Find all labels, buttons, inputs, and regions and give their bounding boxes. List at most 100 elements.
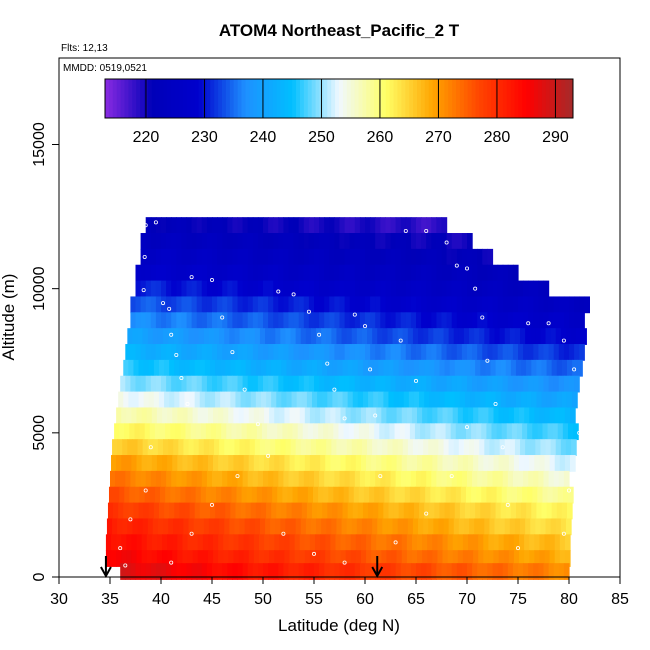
profile-marker [317,332,322,337]
heatmap-cell [215,502,221,520]
heatmap-cell [477,470,483,488]
heatmap-cell [274,455,280,472]
heatmap-cell [493,534,500,552]
heatmap-cell [304,534,311,552]
heatmap-cell [421,264,427,282]
heatmap-cell [393,359,400,377]
heatmap-cell [200,486,207,504]
heatmap-cell [273,563,279,580]
heatmap-cell [519,534,525,552]
heatmap-cell [421,563,427,580]
heatmap-cell [569,344,575,361]
heatmap-cell [553,296,560,314]
heatmap-cell [470,391,476,409]
heatmap-cell [507,375,514,393]
heatmap-cell [242,264,249,282]
heatmap-cell [354,233,361,250]
heatmap-cell [293,296,300,314]
heatmap-cell [325,455,331,472]
heatmap-cell [125,470,131,488]
y-tick-label: 15000 [31,122,48,167]
heatmap-cell [149,423,156,441]
heatmap-cell [416,264,422,282]
heatmap-cell [166,233,172,250]
heatmap-cell [563,312,570,330]
heatmap-cell [456,248,463,266]
heatmap-cell [503,407,510,425]
heatmap-cell [462,550,469,567]
heatmap-cell [140,296,147,314]
heatmap-cell [564,550,571,567]
heatmap-cell [563,296,570,314]
heatmap-cell [545,439,552,456]
heatmap-cell [126,534,133,552]
heatmap-cell [540,328,547,345]
heatmap-cell [554,407,561,425]
heatmap-cell [509,518,516,536]
heatmap-cell [288,233,295,250]
heatmap-cell [387,518,394,536]
heatmap-cell [493,550,500,567]
heatmap-cell [440,486,447,504]
heatmap-cell [534,534,541,552]
heatmap-cell [543,280,550,298]
colorbar-segment [116,79,122,118]
heatmap-cell [189,359,196,377]
heatmap-cell [176,233,182,250]
heatmap-cell [483,455,490,472]
colorbar-segment [214,79,219,118]
heatmap-cell [196,344,203,361]
heatmap-cell [502,344,509,361]
colorbar-segment [222,79,227,118]
profile-marker [403,228,408,233]
heatmap-cell [177,534,184,552]
heatmap-cell [445,486,452,504]
heatmap-cell [117,518,123,536]
heatmap-cell [326,439,332,456]
heatmap-cell [520,439,526,456]
heatmap-cell [535,439,542,456]
heatmap-cell [427,455,433,472]
heatmap-cell [283,563,290,580]
profile-marker [516,546,521,551]
heatmap-cell [504,439,511,456]
heatmap-cell [330,534,337,552]
heatmap-cell [368,391,374,409]
heatmap-cell [405,264,412,282]
heatmap-cell [467,280,473,298]
heatmap-cell [346,518,353,536]
heatmap-cell [268,280,274,298]
heatmap-cell [275,439,281,456]
heatmap-cell [315,455,321,472]
heatmap-cell [563,375,570,393]
heatmap-cell [340,455,347,472]
heatmap-cell [528,563,534,580]
heatmap-cell [247,296,254,314]
heatmap-cell [198,328,205,345]
heatmap-cell [450,423,457,441]
heatmap-cell [337,359,344,377]
x-tick-label: 65 [407,591,425,608]
heatmap-cell [135,312,142,330]
heatmap-cell [467,563,473,580]
heatmap-cell [360,407,367,425]
heatmap-cell [548,296,555,314]
heatmap-cell [354,344,361,361]
heatmap-cell [308,233,315,250]
heatmap-cell [426,344,432,361]
heatmap-cell [227,296,233,314]
heatmap-cell [138,391,145,409]
heatmap-cell [339,217,346,234]
heatmap-cell [558,470,565,488]
heatmap-cell [292,423,299,441]
colorbar-segment [284,79,289,118]
heatmap-cell [184,502,191,520]
profile-marker [143,488,148,493]
heatmap-cell [224,439,230,456]
heatmap-cell [410,312,417,330]
heatmap-cell [446,312,453,330]
heatmap-cell [474,328,480,345]
heatmap-cell [390,264,397,282]
heatmap-cell [339,563,346,580]
colorbar-segment [491,79,496,118]
